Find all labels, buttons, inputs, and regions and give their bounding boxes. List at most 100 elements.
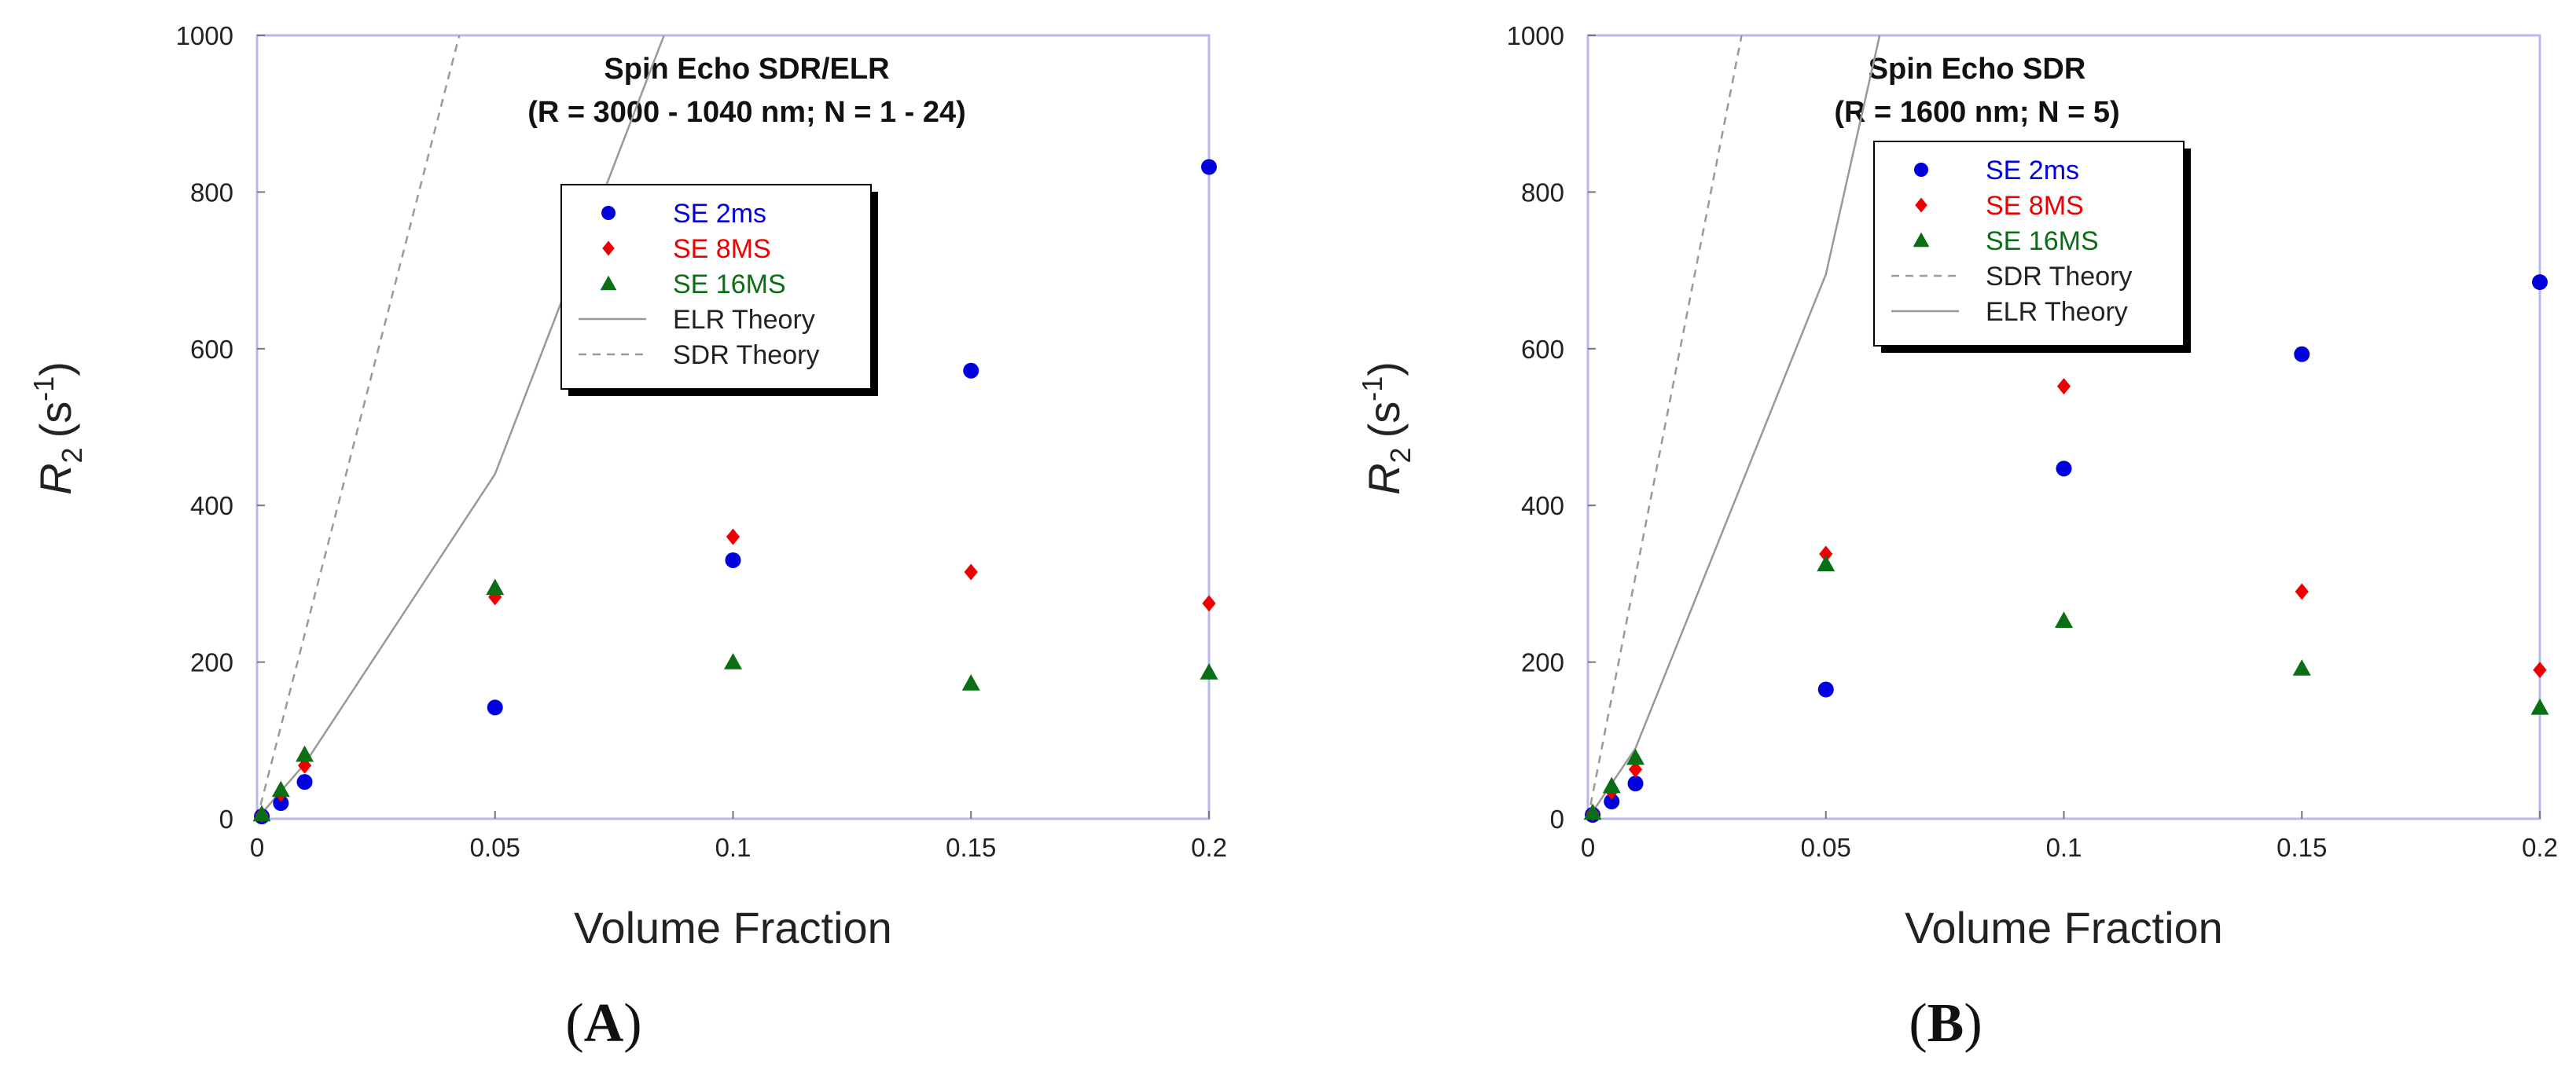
data-point — [1583, 803, 1602, 820]
data-point — [2533, 662, 2547, 679]
chart-title-line: Spin Echo SDR — [1869, 53, 2086, 86]
panel-label-open: ( — [1909, 993, 1927, 1054]
chart-panel-a: 0 0.05 0.1 0.15 0.2 0 200 400 600 800 1000 Volume F… — [28, 21, 1227, 1054]
legend-marker — [600, 275, 617, 291]
legend-label: SE 16MS — [673, 270, 786, 299]
series-line-elr-theory — [1588, 35, 1881, 819]
data-point — [252, 805, 271, 822]
data-point — [2055, 611, 2073, 628]
y-axis-label-close: ) — [31, 361, 80, 376]
y-axis-label-subscript: 2 — [56, 447, 88, 463]
y-tick-label: 600 — [1521, 335, 1564, 364]
chart-title-line: (R = 3000 - 1040 nm; N = 1 - 24) — [527, 96, 966, 129]
legend-marker — [1914, 163, 1928, 177]
data-point — [2056, 460, 2072, 477]
y-axis-label-units: (s — [31, 402, 80, 438]
x-axis-label: Volume Fraction — [1905, 903, 2223, 952]
y-axis-label-subscript: 2 — [1384, 447, 1417, 463]
data-point — [1604, 794, 1620, 810]
data-point — [486, 578, 505, 596]
theory-lines — [1588, 35, 1881, 819]
legend-label: SE 8MS — [1986, 191, 2084, 221]
legend-label: ELR Theory — [673, 305, 815, 335]
y-axis-label: R2 (s-1) — [1356, 361, 1417, 495]
legend-marker — [1915, 197, 1927, 213]
panel-label: (B) — [1909, 993, 1982, 1054]
panel-label-letter: A — [584, 993, 624, 1054]
legend-label: SDR Theory — [673, 340, 819, 370]
x-tick-label: 0.15 — [2277, 833, 2327, 862]
data-point — [724, 653, 742, 669]
y-axis-label-units: (s — [1359, 402, 1409, 438]
legend-label: SDR Theory — [1986, 262, 2132, 292]
y-axis-label: R2 (s-1) — [28, 361, 88, 495]
series-se-16ms — [252, 578, 1218, 822]
data-point — [1626, 748, 1645, 765]
x-tick-label: 0.15 — [946, 833, 996, 862]
data-point — [2294, 346, 2310, 362]
data-point — [2530, 698, 2549, 715]
data-point — [1202, 595, 1216, 612]
data-point — [1201, 159, 1217, 175]
data-point — [1602, 776, 1621, 794]
series-se-16ms — [1583, 555, 2549, 820]
y-tick-label: 1000 — [176, 21, 233, 50]
y-axis-label-symbol: R — [1359, 463, 1409, 494]
data-point — [1200, 663, 1218, 680]
legend-marker — [1913, 232, 1930, 248]
legend-label: ELR Theory — [1986, 297, 2128, 327]
x-tick-label: 0.1 — [715, 833, 751, 862]
data-point — [1627, 776, 1644, 792]
x-tick-label: 0.2 — [2522, 833, 2558, 862]
legend-label: SE 16MS — [1986, 226, 2099, 256]
x-tick-label: 0.05 — [1801, 833, 1851, 862]
series-se-8ms — [255, 528, 1216, 823]
panel-label-close: ) — [1964, 993, 1982, 1054]
series-line-sdr-theory — [257, 35, 461, 819]
y-tick-label: 0 — [219, 805, 233, 834]
data-point — [726, 528, 740, 545]
panel-label-letter: B — [1927, 993, 1964, 1054]
y-axis-label-exponent: -1 — [1356, 376, 1388, 402]
data-point — [1628, 761, 1643, 778]
y-tick-label: 800 — [1521, 178, 1564, 207]
data-point — [2056, 378, 2071, 395]
data-point — [2295, 583, 2309, 600]
y-tick-label: 400 — [190, 491, 233, 520]
series-se-2ms — [254, 159, 1217, 825]
data-point — [963, 362, 979, 379]
chart-title-line: (R = 1600 nm; N = 5) — [1834, 96, 2119, 129]
data-point — [1817, 555, 1836, 572]
legend-label: SE 2ms — [673, 199, 766, 229]
y-tick-label: 800 — [190, 178, 233, 207]
x-tick-label: 0.2 — [1191, 833, 1227, 862]
series-se-2ms — [1585, 274, 2548, 823]
legend-marker — [601, 206, 616, 220]
series-line-sdr-theory — [1588, 35, 1743, 819]
panel-label-open: ( — [565, 993, 583, 1054]
y-axis-label-close: ) — [1359, 361, 1409, 376]
data-point — [296, 774, 313, 790]
chart-panel-b: 0 0.05 0.1 0.15 0.2 0 200 400 600 800 1000 Volume F… — [1356, 21, 2558, 1054]
x-tick-label: 0.05 — [470, 833, 520, 862]
series-line-elr-theory — [257, 35, 665, 819]
data-point — [964, 563, 978, 581]
y-axis-label-symbol: R — [31, 463, 80, 494]
data-point — [725, 552, 741, 568]
legend: SE 2ms SE 8MS SE 16MS ELR Theory SDR Theory — [560, 184, 878, 396]
legend-marker — [602, 240, 615, 256]
x-tick-label: 0.1 — [2046, 833, 2082, 862]
data-point — [273, 795, 289, 812]
panel-label: (A) — [565, 993, 641, 1054]
y-tick-label: 400 — [1521, 491, 1564, 520]
x-axis-label: Volume Fraction — [574, 903, 892, 952]
data-point — [1819, 545, 1833, 563]
y-tick-label: 600 — [190, 335, 233, 364]
theory-lines — [257, 35, 665, 819]
series-se-8ms — [1586, 378, 2547, 822]
data-point — [2292, 659, 2311, 676]
data-point — [487, 699, 503, 716]
data-point — [961, 674, 980, 691]
plot-frame — [255, 34, 1211, 820]
